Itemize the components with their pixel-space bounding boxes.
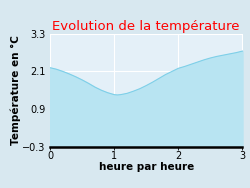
- Y-axis label: Température en °C: Température en °C: [10, 35, 21, 145]
- Title: Evolution de la température: Evolution de la température: [52, 20, 240, 33]
- X-axis label: heure par heure: heure par heure: [98, 162, 194, 172]
